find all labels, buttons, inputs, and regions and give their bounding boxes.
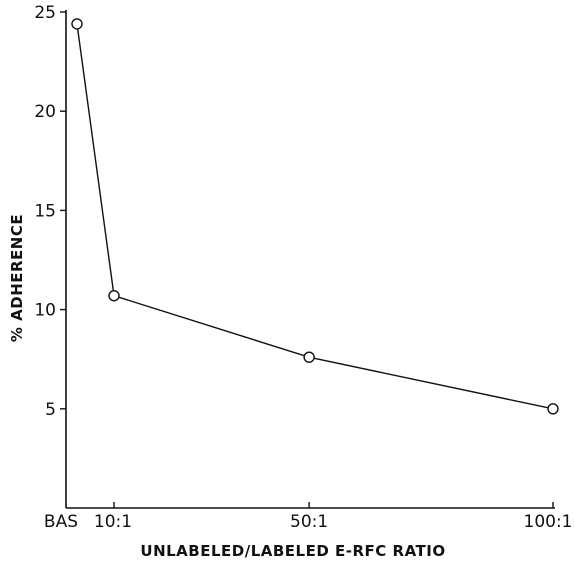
y-tick-label: 5 [45,400,56,420]
data-point [108,290,120,302]
x-tick-label: 10:1 [94,512,132,532]
data-point [71,18,83,30]
y-tick-label: 20 [34,102,56,122]
data-point [547,403,559,415]
plot-area [71,18,559,415]
y-tick-label: 25 [34,3,56,23]
series-line [76,23,554,410]
y-axis-title: % ADHERENCE [8,214,26,342]
x-axis-title: UNLABELED/LABELED E-RFC RATIO [140,542,445,560]
data-point [303,351,315,363]
y-tick-label: 15 [34,201,56,221]
x-tick-label: 100:1 [524,512,573,532]
x-tick-label: BAS [44,512,78,532]
y-tick-label: 10 [34,301,56,321]
x-tick-label: 50:1 [290,512,328,532]
y-axis: 5 10 15 20 25 % ADHERENCE [8,3,67,508]
x-axis: BAS 10:1 50:1 100:1 UNLABELED/LABELED E-RFC… [44,502,573,560]
